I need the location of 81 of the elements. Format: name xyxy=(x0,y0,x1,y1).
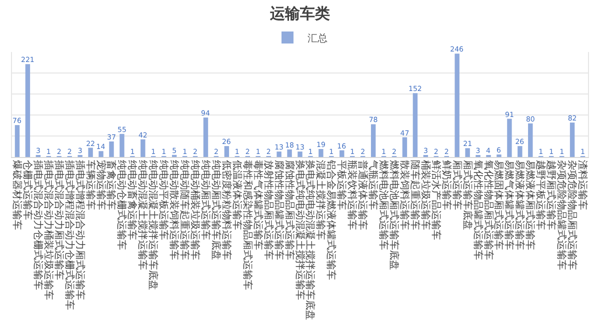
x-tick-label: 厢式运输车底盘 xyxy=(461,160,474,230)
x-tick-label: 换电式纯电动混凝土搅拌运输车 xyxy=(294,160,306,300)
x-tick-label: 瓶装饮料运输车 xyxy=(346,160,358,230)
x-tick-label: 纯电动仓栅式运输车 xyxy=(116,160,128,250)
x-tick-label: 鲜活水产品运输车 xyxy=(430,160,442,240)
bar xyxy=(518,146,522,157)
x-tick-label: 燃料电池厢式运输车 xyxy=(378,160,390,250)
bar xyxy=(109,141,114,157)
x-tick-label: 放射性物品厢式运输车 xyxy=(262,160,274,260)
x-tick-label: 易燃气体罐式运输车 xyxy=(503,160,516,250)
x-tick-label: 氧化性物品罐式运输车 xyxy=(472,160,484,260)
x-tick-label: 畜禽运输车 xyxy=(105,160,118,210)
x-tick-label: 宠物运输车 xyxy=(94,160,107,210)
x-tick-label: 插电式混合动力桶装垃圾运输车 xyxy=(42,160,54,300)
bar xyxy=(454,54,460,157)
x-tick-label: 腐蚀性物品厢式运输车 xyxy=(283,160,296,260)
bar xyxy=(203,118,208,157)
x-tick-label: 混凝土搅拌运输车 xyxy=(314,160,327,240)
bar xyxy=(298,152,302,157)
x-tick-label: 杂项危险物品厢式运输车 xyxy=(566,160,578,270)
x-tick-label: 普通液体运输车 xyxy=(356,160,369,230)
bar xyxy=(402,137,408,157)
x-tick-label: 气瓶运输车 xyxy=(367,160,380,210)
x-tick-label: 腐蚀性物品罐式运输车 xyxy=(272,160,285,260)
bar xyxy=(88,148,93,157)
x-tick-label: 易燃固体厢式运输车 xyxy=(492,160,505,250)
x-tick-label: 纯电动厢式运输车底盘 xyxy=(210,160,222,260)
x-tick-label: 车辆运输车 xyxy=(84,160,96,210)
bar xyxy=(287,149,292,157)
bar xyxy=(140,139,146,157)
x-tick-label: 插电式混合动力仓栅式运输车 xyxy=(32,160,44,290)
x-tick-label: 爆破器材运输车 xyxy=(10,160,23,230)
x-tick-label: 低温液体运输车 xyxy=(230,160,243,230)
x-tick-label: 插电式增程混合动力厢式运输车 xyxy=(74,160,86,300)
bar xyxy=(370,124,376,157)
bar xyxy=(276,152,282,157)
x-tick-label: 桶装垃圾运输车 xyxy=(419,160,432,230)
bar xyxy=(224,146,230,157)
bar xyxy=(98,151,104,157)
bar xyxy=(25,64,30,157)
x-tick-label: 易燃液体厢式运输车 xyxy=(524,160,536,250)
chart-title: 运输车类 xyxy=(269,4,330,23)
x-tick-label: 纯电动平板运输车 xyxy=(158,160,170,240)
x-tick-label: 易燃液体罐式运输车 xyxy=(514,160,526,250)
bar xyxy=(570,122,575,157)
x-tick-label: 渣料运输车 xyxy=(576,160,589,210)
x-tick-label: 插电式增程混合动力仓栅式运输车 xyxy=(63,160,76,310)
x-tick-label: 插电式混合动力厢式运输车 xyxy=(52,160,65,280)
x-tick-label: 纯电动混凝土搅拌运输车 xyxy=(136,160,149,270)
x-tick-label: 纯电动厢式运输车 xyxy=(200,160,212,240)
x-tick-label: 换电式纯电动混凝土搅拌运输车底盘 xyxy=(304,160,316,320)
x-tick-label: 仓栅式运输车 xyxy=(21,160,34,220)
x-tick-label: 燃料电池厢式运输车底盘 xyxy=(388,160,400,270)
bar xyxy=(496,154,502,157)
x-tick-label: 越野平板运输车 xyxy=(534,160,547,230)
x-tick-label: 厢式运输车 xyxy=(450,160,463,210)
x-tick-label: 低密度粉粒物料运输车 xyxy=(220,160,232,260)
x-tick-label: 随车起重运输车 xyxy=(408,160,421,230)
x-tick-label: 越野厢式运输车 xyxy=(545,160,558,230)
bar xyxy=(412,93,418,157)
x-tick-label: 纯电动桶装垃圾运输车 xyxy=(189,160,202,260)
bar xyxy=(465,148,470,157)
x-tick-label: 散装饲料运输车 xyxy=(398,160,410,230)
bar xyxy=(507,118,512,157)
bar xyxy=(14,125,20,157)
x-tick-label: 毒性气体罐式运输车 xyxy=(252,160,264,250)
x-tick-label: 纯电动散装饲料运输车 xyxy=(168,160,180,260)
x-tick-label: 纯电动随车起重运输车 xyxy=(178,160,191,260)
x-tick-label: 纯电动混凝土搅拌运输车底盘 xyxy=(147,160,160,290)
x-tick-label: 杂项危险物品罐式运输车 xyxy=(556,160,568,270)
x-tick-label: 氧化性物品厢式运输车 xyxy=(482,160,494,260)
bar xyxy=(120,134,124,157)
bar xyxy=(340,150,344,157)
bar xyxy=(318,149,324,157)
x-tick-label: 鲜奶运输车 xyxy=(440,160,452,210)
x-tick-label: 毒性和感染性物品厢式运输车 xyxy=(241,160,254,290)
x-tick-label: 平板运输车 xyxy=(336,160,348,210)
x-tick-label: 纯电动畜禽运输车 xyxy=(126,160,138,240)
legend-label: 汇总 xyxy=(308,32,328,44)
x-tick-label: 铝合金易燃液体罐式运输车 xyxy=(325,159,338,280)
bar xyxy=(528,123,533,157)
